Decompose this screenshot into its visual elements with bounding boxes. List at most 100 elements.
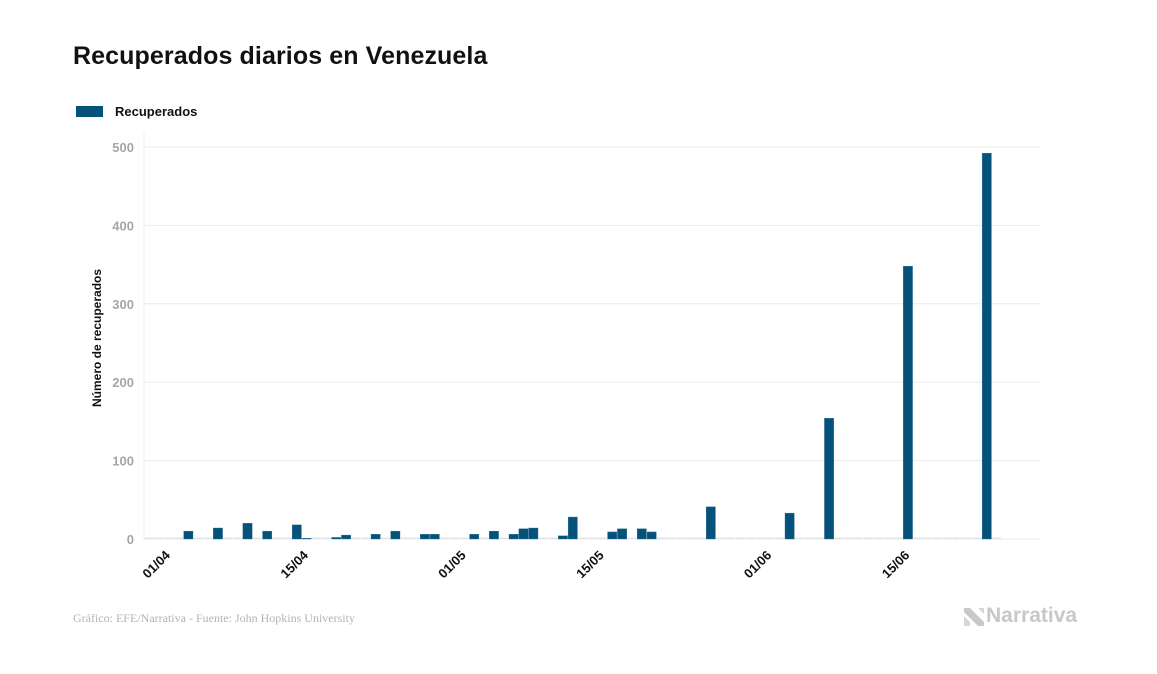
bars [144, 153, 1002, 540]
bar [242, 523, 253, 540]
bar [341, 534, 351, 540]
legend-swatch [76, 106, 103, 117]
bar-zero [942, 537, 952, 539]
bar [262, 530, 273, 540]
bar-zero [381, 537, 390, 539]
bar [617, 528, 627, 540]
bar-zero [834, 537, 844, 539]
y-axis-ticks: 0 100 200 300 400 500 [112, 140, 134, 547]
bar-zero [351, 537, 361, 539]
x-axis-ticks: 01/04 15/04 01/05 15/05 01/06 15/06 [139, 547, 912, 581]
bar-zero [144, 537, 154, 539]
bar-zero [174, 537, 183, 539]
bar [301, 538, 312, 540]
x-tick-label: 15/06 [879, 548, 913, 582]
bar-zero [479, 537, 489, 539]
narrativa-n-icon [964, 608, 984, 626]
bar-zero [666, 537, 676, 539]
bar [784, 512, 795, 540]
bar-zero [312, 537, 321, 539]
bar-zero [538, 537, 548, 539]
bar-zero [154, 537, 164, 539]
bar-zero [548, 537, 558, 539]
bar-zero [686, 537, 696, 539]
bar-zero [716, 537, 726, 539]
bar [291, 524, 302, 540]
bar-zero [765, 537, 775, 539]
x-tick-label: 01/04 [139, 547, 173, 581]
bar-zero [893, 537, 903, 539]
bar-zero [972, 537, 982, 539]
bar [824, 418, 834, 540]
bar-zero [952, 537, 962, 539]
bar-zero [814, 537, 824, 539]
bar-zero [282, 537, 292, 539]
bar-zero [450, 537, 459, 539]
bar-zero [657, 537, 666, 539]
bar-zero [923, 537, 933, 539]
y-tick-label: 0 [127, 532, 134, 547]
bar-zero [203, 537, 213, 539]
source-credit: Gráfico: EFE/Narrativa - Fuente: John Ho… [73, 611, 355, 625]
bar-zero [755, 537, 765, 539]
y-axis-label: Número de recuperados [90, 269, 104, 407]
narrativa-logo: Narrativa [964, 604, 1077, 628]
bar [636, 528, 647, 540]
bar-zero [627, 537, 637, 539]
y-tick-label: 200 [112, 375, 134, 390]
y-tick-label: 500 [112, 140, 134, 155]
x-tick-label: 01/05 [435, 548, 469, 582]
bar [370, 534, 381, 540]
bar-zero [588, 537, 597, 539]
bar-zero [223, 537, 233, 539]
bar [390, 530, 401, 540]
bar [331, 537, 342, 540]
y-tick-label: 100 [112, 454, 134, 469]
bar [607, 531, 618, 540]
chart-title: Recuperados diarios en Venezuela [73, 42, 488, 70]
x-tick-label: 01/06 [741, 548, 775, 582]
bar [567, 516, 578, 540]
bar-zero [873, 537, 883, 539]
bar-zero [252, 537, 262, 539]
bar-zero [233, 537, 243, 539]
bar-zero [745, 537, 755, 539]
bar-zero [775, 537, 785, 539]
bar [469, 534, 480, 540]
bar-zero [321, 537, 331, 539]
x-tick-label: 15/04 [277, 547, 311, 581]
legend: Recuperados [76, 104, 197, 119]
bar-zero [735, 537, 745, 539]
x-tick-label: 15/05 [573, 548, 607, 582]
bar-zero [696, 537, 706, 539]
bar-zero [410, 537, 420, 539]
bar [981, 153, 992, 540]
bar [518, 528, 529, 540]
bar [213, 527, 223, 540]
bar-zero [933, 537, 942, 539]
y-tick-label: 300 [112, 297, 134, 312]
bar [420, 534, 430, 540]
bar-zero [361, 537, 371, 539]
bar-zero [440, 537, 450, 539]
bar-zero [992, 537, 1002, 539]
bar-zero [795, 537, 804, 539]
bar [508, 534, 519, 540]
legend-label: Recuperados [115, 104, 198, 119]
bar-zero [578, 537, 588, 539]
bar-zero [962, 537, 972, 539]
bar-zero [400, 537, 410, 539]
bar [429, 534, 440, 540]
bar-zero [164, 537, 174, 539]
bar-zero [913, 537, 923, 539]
bar-zero [854, 537, 864, 539]
y-tick-label: 400 [112, 218, 134, 233]
bar [183, 530, 194, 540]
bar-zero [844, 537, 854, 539]
bar-zero [499, 537, 509, 539]
bar-zero [193, 537, 203, 539]
bar-zero [272, 537, 282, 539]
bar-zero [726, 537, 735, 539]
bar [489, 530, 499, 540]
bar [558, 535, 568, 540]
